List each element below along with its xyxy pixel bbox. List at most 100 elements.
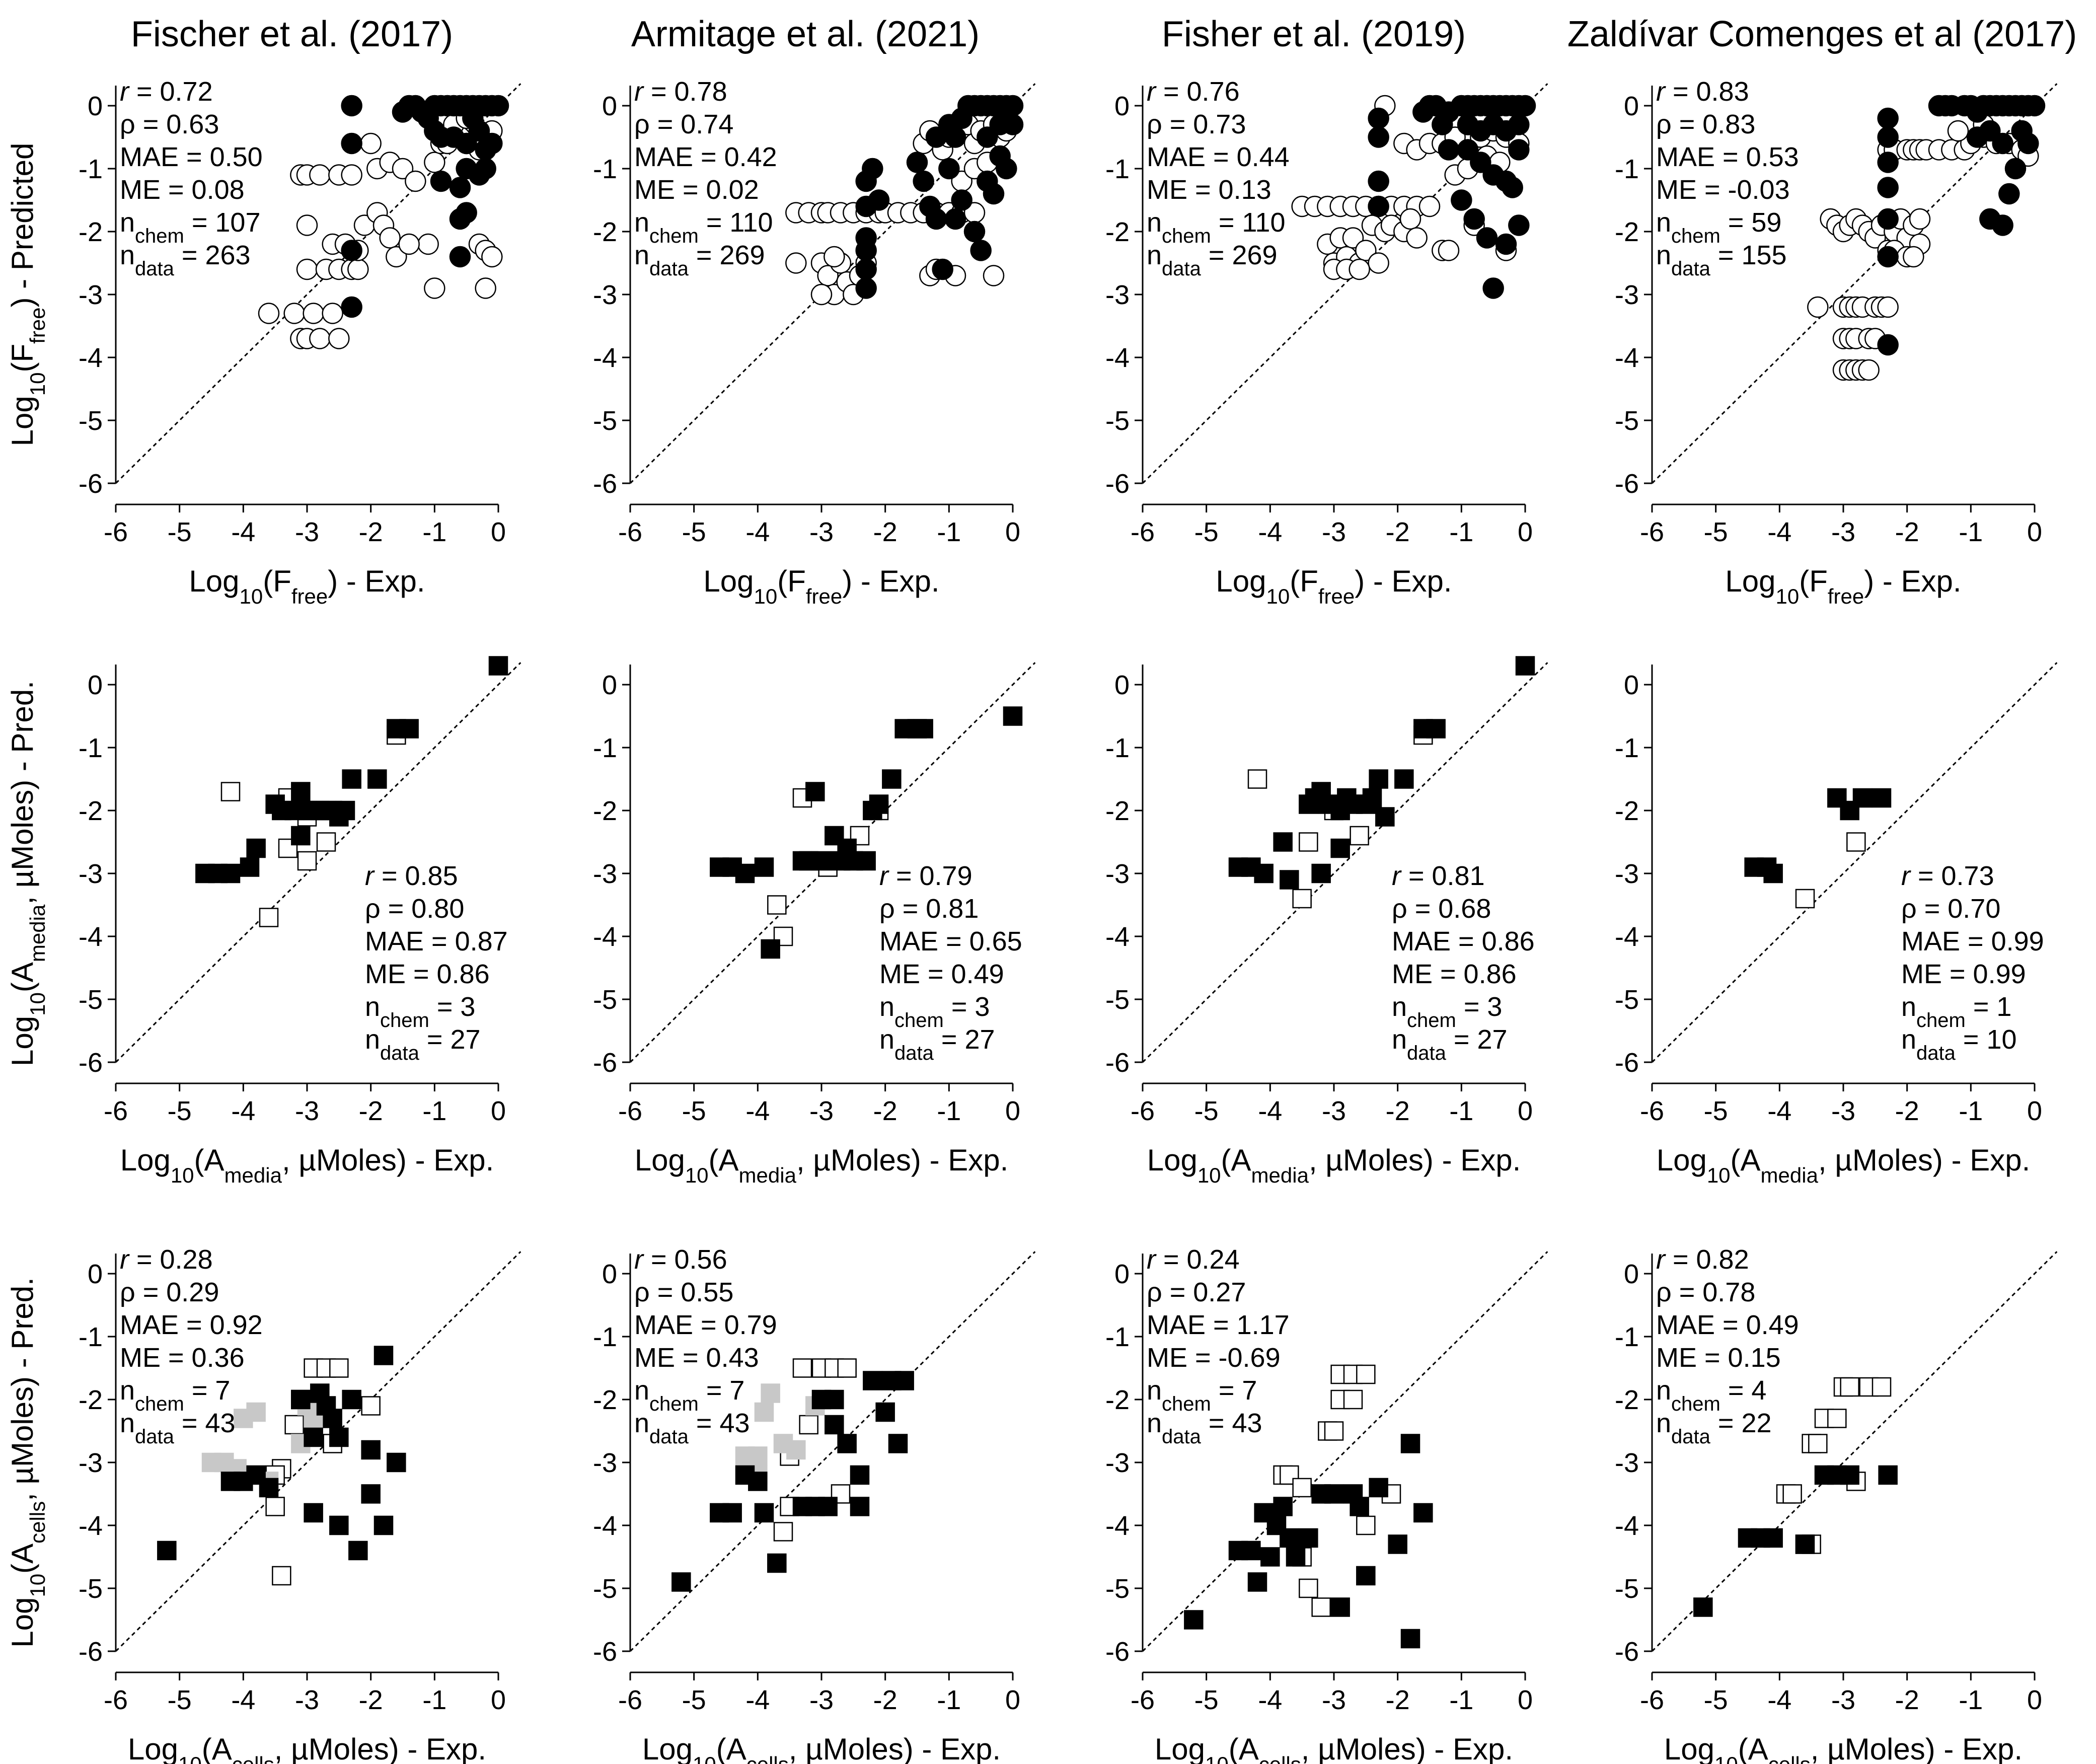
x-axis-label: Log10(Ffree) - Exp.	[189, 564, 425, 608]
filled-point	[1368, 195, 1389, 217]
y-tick-label: -3	[79, 1448, 103, 1478]
filled-point	[925, 208, 947, 230]
open-point	[1350, 826, 1369, 846]
y-tick-label: -4	[1615, 1511, 1639, 1541]
open-point	[1399, 208, 1421, 230]
stat-line: nchem = 110	[634, 207, 773, 247]
x-tick-label: 0	[1005, 517, 1020, 547]
filled-point	[1508, 114, 1530, 135]
filled-point	[1286, 1547, 1306, 1567]
x-tick-label: -5	[1194, 517, 1219, 547]
filled-point	[1002, 95, 1024, 117]
stat-line: MAE = 0.86	[1392, 926, 1535, 957]
filled-point	[475, 139, 496, 161]
stat-line: ρ = 0.70	[1901, 894, 2000, 924]
x-tick-label: -3	[1831, 517, 1855, 547]
y-tick-label: -2	[1615, 796, 1639, 826]
filled-point	[1280, 1528, 1299, 1548]
filled-point	[367, 769, 387, 789]
open-point	[1292, 1478, 1312, 1498]
open-point	[1903, 246, 1924, 268]
y-tick-label: 0	[1114, 670, 1130, 700]
y-tick-label: -3	[1105, 1448, 1130, 1478]
panel-r2c2: -6 -5 -4 -3 -2 -1 0-6-5-4-3-2-10Log10(Acells, …	[1105, 1244, 1548, 1764]
filled-point	[1356, 1566, 1376, 1586]
x-tick-label: 0	[1518, 517, 1533, 547]
filled-point	[1394, 769, 1414, 789]
x-tick-label: -6	[618, 1685, 642, 1715]
x-tick-label: -6	[1640, 1096, 1664, 1126]
filled-point	[1184, 1610, 1204, 1630]
open-point	[329, 1358, 349, 1378]
filled-point	[341, 95, 362, 117]
x-tick-label: -3	[809, 517, 834, 547]
filled-point	[1877, 107, 1899, 129]
filled-point	[1368, 126, 1389, 148]
filled-point	[761, 939, 780, 959]
panel-r0c1: -6 -5 -4 -3 -2 -1 0 -6 -5 -4 -3 -2 -1 0 Log10(Ffree) -…	[593, 77, 1036, 608]
filled-point	[862, 158, 883, 180]
filled-point	[1388, 1534, 1407, 1554]
filled-point	[977, 126, 998, 148]
stat-line: ndata = 263	[120, 240, 251, 280]
stat-line: MAE = 0.53	[1656, 142, 1799, 172]
x-tick-label: -2	[873, 1685, 897, 1715]
filled-point	[754, 857, 774, 877]
stat-line: MAE = 0.42	[634, 142, 777, 172]
filled-point	[329, 807, 349, 827]
filled-point	[1241, 1540, 1261, 1561]
x-tick-label: -2	[359, 517, 383, 547]
filled-point	[914, 719, 933, 739]
x-tick-label: -3	[1831, 1096, 1855, 1126]
stat-line: ME = 0.13	[1147, 175, 1271, 205]
x-tick-label: -1	[937, 517, 961, 547]
stat-line: ME = 0.02	[634, 175, 759, 205]
filled-point	[1852, 788, 1873, 808]
filled-point	[1400, 1434, 1420, 1453]
filled-point	[1514, 95, 1536, 117]
filled-point	[1273, 1497, 1293, 1516]
y-tick-label: -5	[1105, 406, 1130, 436]
filled-point	[291, 826, 311, 846]
x-tick-label: 0	[1518, 1096, 1533, 1126]
y-tick-label: -1	[1615, 733, 1639, 763]
stat-line: r = 0.56	[634, 1244, 727, 1275]
x-tick-label: -5	[1704, 517, 1728, 547]
filled-point	[837, 1434, 857, 1453]
filled-point	[1413, 1503, 1433, 1523]
stat-line: MAE = 0.49	[1656, 1310, 1799, 1340]
x-tick-label: -5	[682, 1685, 706, 1715]
filled-point	[811, 851, 832, 871]
open-point	[220, 782, 241, 801]
x-axis-label: Log10(Amedia, µMoles) - Exp.	[1657, 1143, 2031, 1187]
filled-point	[1330, 838, 1350, 858]
column-title-armitage: Armitage et al. (2021)	[631, 14, 980, 54]
filled-point	[1502, 177, 1523, 198]
filled-point	[310, 1383, 330, 1403]
x-axis-label: Log10(Amedia, µMoles) - Exp.	[1147, 1143, 1521, 1187]
filled-point	[863, 1371, 882, 1390]
stat-line: ρ = 0.68	[1392, 894, 1491, 924]
open-point	[1311, 1597, 1331, 1617]
y-tick-label: -2	[593, 1385, 617, 1415]
y-tick-label: -4	[1105, 1511, 1130, 1541]
filled-point	[1400, 1629, 1420, 1649]
x-tick-label: -5	[1194, 1685, 1219, 1715]
filled-point	[869, 794, 889, 814]
open-point	[1438, 240, 1460, 261]
x-tick-label: -1	[1959, 517, 1983, 547]
x-tick-label: -5	[168, 517, 192, 547]
x-tick-label: 0	[491, 517, 506, 547]
filled-point	[1438, 139, 1460, 161]
x-axis-label: Log10(Ffree) - Exp.	[1725, 564, 1961, 608]
stat-line: ndata = 27	[1392, 1024, 1508, 1064]
filled-point	[1003, 706, 1023, 726]
filled-point	[825, 1415, 844, 1435]
open-point	[799, 1415, 818, 1435]
stat-line: ρ = 0.81	[879, 894, 979, 924]
x-tick-label: -4	[1258, 1685, 1282, 1715]
